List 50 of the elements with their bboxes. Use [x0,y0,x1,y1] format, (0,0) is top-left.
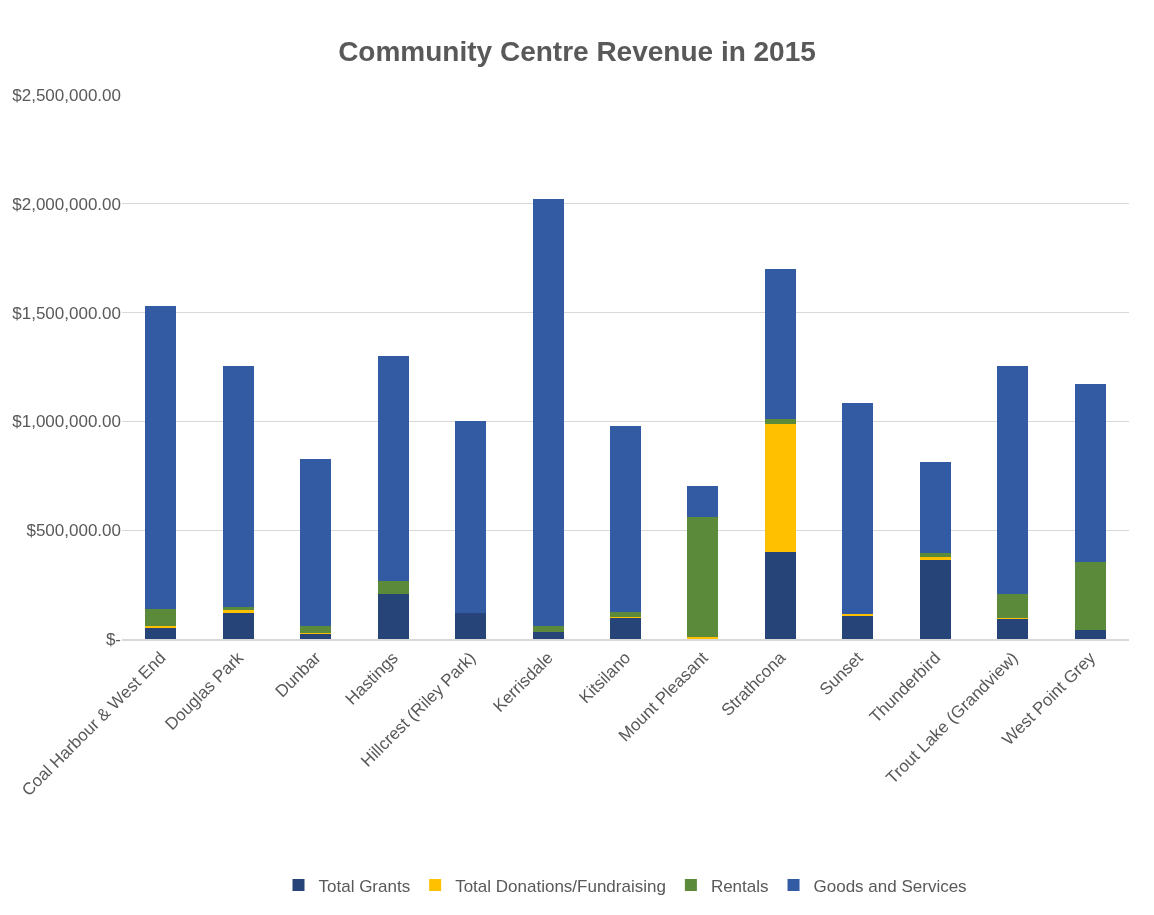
bar [919,553,951,558]
bar [764,423,796,552]
bar [145,625,177,628]
y-tick-label: $2,500,000.00 [12,85,121,105]
bar [532,631,564,639]
bar [145,627,177,639]
bar [222,365,254,608]
bar [919,462,951,554]
bar [222,612,254,639]
bar [377,356,409,581]
legend-label: Goods and Services [813,876,967,896]
bar [687,485,719,518]
bar [377,580,409,595]
bar [919,557,951,560]
y-tick-label: $- [105,629,121,649]
y-tick-label: $2,000,000.00 [12,194,121,214]
bar [300,458,332,626]
y-tick-label: $500,000.00 [26,521,121,541]
bar [610,612,641,618]
bar [1074,383,1106,562]
bar [764,419,796,424]
bar [1074,630,1106,639]
bar [455,421,487,614]
bar [610,617,641,639]
bar [842,613,874,616]
bar [919,559,951,639]
bar [997,365,1029,595]
bar [532,625,564,632]
y-tick-label: $1,000,000.00 [12,412,121,432]
bar [455,613,487,639]
bar [842,615,874,639]
bar [377,594,409,639]
legend-label: Total Donations/Fundraising [455,876,666,896]
bar [300,625,332,634]
legend-label: Total Grants [318,876,411,896]
bar [764,551,796,639]
bar [532,199,564,626]
bar [1074,561,1106,631]
bar [145,306,177,609]
bar [610,425,641,613]
legend-label: Rentals [710,876,769,896]
bar [145,608,177,626]
bar [997,618,1029,639]
y-tick-label: $1,500,000.00 [12,303,121,323]
bar [997,594,1029,619]
bar [300,633,332,639]
bar [842,402,874,614]
bar [764,269,796,420]
bar [687,517,719,638]
chart-title: Community Centre Revenue in 2015 [338,35,816,67]
